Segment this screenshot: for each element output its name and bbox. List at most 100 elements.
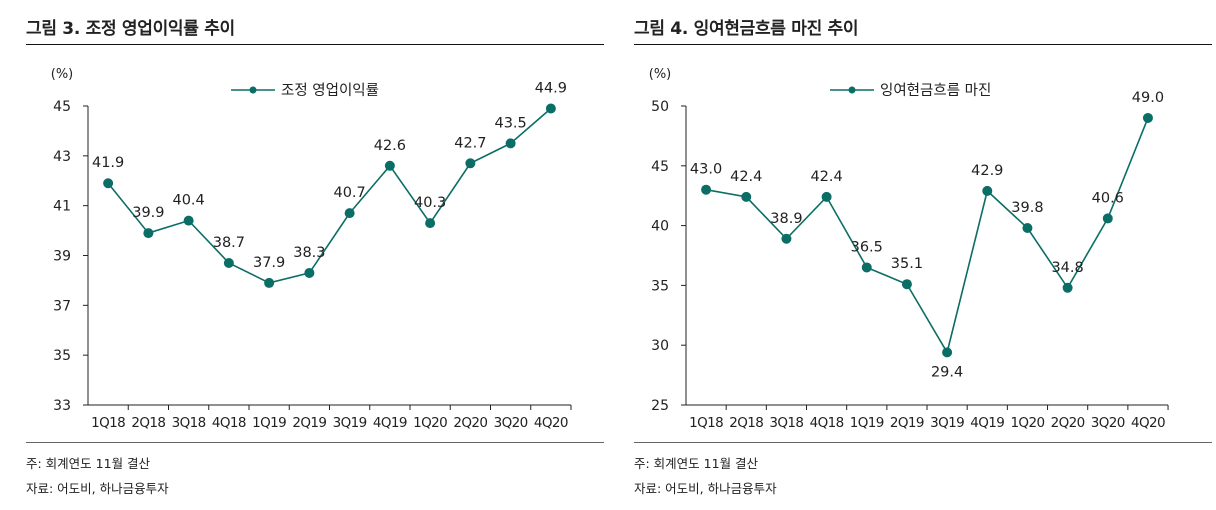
data-label: 44.9	[535, 80, 567, 96]
data-label: 40.4	[172, 193, 204, 209]
x-tick-label: 4Q18	[810, 415, 844, 431]
x-tick-label: 2Q20	[1051, 415, 1085, 431]
x-tick-label: 1Q20	[1010, 415, 1044, 431]
footnote: 주: 회계연도 11월 결산	[634, 456, 759, 471]
y-tick-label: 39	[53, 249, 71, 265]
y-tick-label: 40	[651, 219, 669, 235]
x-tick-label: 3Q18	[172, 415, 206, 431]
y-tick-label: 45	[53, 99, 71, 115]
data-label: 43.0	[690, 162, 722, 178]
data-point-marker	[1102, 213, 1113, 224]
data-label: 36.5	[851, 239, 883, 255]
series-line	[705, 117, 1149, 355]
title-divider	[634, 44, 1212, 45]
data-label: 40.7	[333, 185, 365, 201]
data-point-marker	[861, 262, 872, 273]
data-label: 42.9	[971, 163, 1003, 179]
data-label: 37.9	[253, 255, 285, 271]
x-tick-label: 4Q19	[970, 415, 1004, 431]
line-chart-fcf-margin: (%) 25 30 35 40 45 50 1Q18 2Q18 3Q18 4Q18 1Q19 2Q19 3…	[649, 67, 1169, 431]
legend-label: 잉여현금흐름 마진	[880, 82, 991, 99]
y-axis-unit-label: (%)	[51, 67, 74, 82]
data-label: 38.7	[213, 235, 245, 251]
figure-title: 그림 3. 조정 영업이익률 추이	[26, 19, 235, 39]
chart-panel-fcf-margin: 그림 4. 잉여현금흐름 마진 추이 (%) 25 30 35 40 45 50 1Q18 2Q…	[634, 0, 1214, 510]
data-point-marker	[1022, 222, 1033, 233]
x-tick-label: 3Q20	[494, 415, 528, 431]
x-tick-label: 1Q19	[252, 415, 286, 431]
x-tick-label: 4Q20	[534, 415, 568, 431]
data-point-marker	[545, 103, 556, 114]
data-label: 42.6	[374, 138, 406, 154]
x-tick-label: 2Q19	[292, 415, 326, 431]
data-point-marker	[465, 158, 476, 169]
data-point-marker	[701, 184, 712, 195]
data-point-marker	[982, 185, 993, 196]
data-label: 38.9	[770, 211, 802, 227]
y-axis-unit-label: (%)	[649, 67, 672, 82]
legend-label: 조정 영업이익률	[281, 82, 379, 99]
x-tick-label: 2Q18	[729, 415, 763, 431]
data-label: 41.9	[92, 155, 124, 171]
y-tick-label: 30	[651, 338, 669, 354]
source-note: 자료: 어도비, 하나금융투자	[26, 481, 169, 496]
data-point-marker	[304, 267, 315, 278]
y-tick-label: 25	[651, 398, 669, 414]
data-point-marker	[264, 277, 275, 288]
data-point-marker	[942, 347, 953, 358]
title-divider	[26, 44, 604, 45]
data-point-marker	[384, 160, 395, 171]
x-tick-label: 4Q19	[373, 415, 407, 431]
y-tick-label: 41	[53, 199, 71, 215]
x-tick-label: 2Q20	[453, 415, 487, 431]
y-tick-label: 35	[53, 348, 71, 364]
data-label: 35.1	[891, 256, 923, 272]
x-tick-label: 2Q18	[131, 415, 165, 431]
data-label: 40.3	[414, 195, 446, 211]
footnote: 주: 회계연도 11월 결산	[26, 456, 151, 471]
data-point-marker	[505, 138, 516, 149]
data-point-marker	[1142, 112, 1153, 123]
data-label: 34.8	[1051, 260, 1083, 276]
data-label: 38.3	[293, 245, 325, 261]
data-label: 29.4	[931, 364, 963, 380]
x-tick-label: 3Q20	[1091, 415, 1125, 431]
data-label: 42.4	[810, 169, 842, 185]
x-tick-label: 3Q18	[769, 415, 803, 431]
x-tick-label: 4Q20	[1131, 415, 1165, 431]
y-tick-label: 33	[53, 398, 71, 414]
x-tick-label: 4Q18	[212, 415, 246, 431]
source-note: 자료: 어도비, 하나금융투자	[634, 481, 777, 496]
data-point-marker	[901, 279, 912, 290]
data-label: 39.8	[1011, 200, 1043, 216]
y-tick-label: 50	[651, 99, 669, 115]
data-point-marker	[143, 228, 154, 239]
data-point-marker	[183, 215, 194, 226]
footer-divider	[634, 442, 1212, 443]
line-chart-operating-margin: (%) 33 35 37 39 41 43 45 1Q18 2Q18 3Q18 4Q18 1Q19 2Q1…	[51, 67, 572, 431]
data-point-marker	[425, 218, 436, 229]
x-tick-label: 2Q19	[890, 415, 924, 431]
data-point-marker	[821, 191, 832, 202]
figure-title: 그림 4. 잉여현금흐름 마진 추이	[634, 19, 859, 39]
x-tick-label: 1Q18	[689, 415, 723, 431]
data-label: 39.9	[132, 205, 164, 221]
x-tick-label: 3Q19	[333, 415, 367, 431]
data-point-marker	[741, 191, 752, 202]
legend-dot-icon	[249, 86, 257, 94]
chart-panel-operating-margin: 그림 3. 조정 영업이익률 추이 (%) 33 35 37 39 41 43 45 1Q18 2…	[26, 0, 606, 510]
data-point-marker	[781, 233, 792, 244]
series-line	[107, 107, 552, 284]
data-label: 42.7	[454, 135, 486, 151]
data-point-marker	[344, 208, 355, 219]
data-point-marker	[103, 178, 114, 189]
x-tick-label: 3Q19	[930, 415, 964, 431]
y-tick-label: 45	[651, 159, 669, 175]
y-tick-label: 35	[651, 278, 669, 294]
x-tick-label: 1Q20	[413, 415, 447, 431]
data-label: 42.4	[730, 169, 762, 185]
y-tick-label: 43	[53, 149, 71, 165]
legend-dot-icon	[848, 86, 856, 94]
x-tick-label: 1Q18	[91, 415, 125, 431]
data-label: 43.5	[494, 115, 526, 131]
